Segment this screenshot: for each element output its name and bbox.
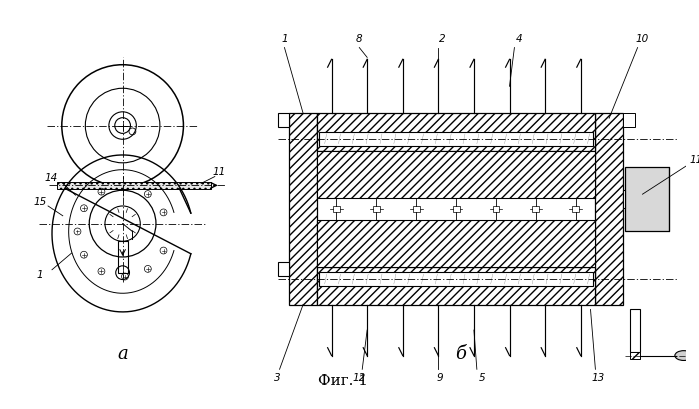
Bar: [533, 206, 540, 212]
Bar: [117, 241, 127, 273]
Bar: [596, 113, 623, 305]
Bar: [453, 206, 459, 212]
Text: 10: 10: [636, 34, 649, 44]
Text: Фиг. 1: Фиг. 1: [318, 373, 368, 388]
Ellipse shape: [675, 351, 693, 360]
Bar: [333, 206, 340, 212]
Text: а: а: [117, 345, 128, 363]
Text: 8: 8: [356, 34, 363, 44]
Text: 11: 11: [690, 155, 699, 165]
Text: 3: 3: [274, 373, 281, 383]
Bar: [625, 167, 669, 231]
Bar: [278, 262, 289, 276]
Bar: [278, 113, 289, 127]
Bar: [289, 113, 317, 305]
Bar: [572, 206, 579, 212]
Bar: [57, 182, 211, 189]
Bar: [413, 206, 419, 212]
Text: 14: 14: [44, 173, 57, 182]
Text: 2: 2: [439, 34, 445, 44]
Bar: [317, 113, 596, 151]
Bar: [623, 190, 625, 208]
Text: 12: 12: [353, 373, 366, 383]
Bar: [623, 113, 635, 127]
Text: 11: 11: [212, 166, 225, 177]
Bar: [373, 206, 380, 212]
Text: 15: 15: [34, 197, 47, 207]
Bar: [319, 132, 593, 146]
Bar: [630, 352, 640, 360]
Bar: [319, 272, 593, 286]
Bar: [493, 206, 500, 212]
Text: 13: 13: [592, 373, 605, 383]
Text: 4: 4: [516, 34, 523, 44]
Text: 1: 1: [281, 34, 288, 44]
Bar: [317, 220, 596, 267]
Text: 1: 1: [37, 270, 43, 280]
Bar: [317, 267, 596, 305]
Bar: [317, 151, 596, 198]
Text: б: б: [456, 345, 466, 363]
Text: 5: 5: [478, 373, 485, 383]
Text: 9: 9: [437, 373, 444, 383]
Bar: [630, 310, 640, 352]
